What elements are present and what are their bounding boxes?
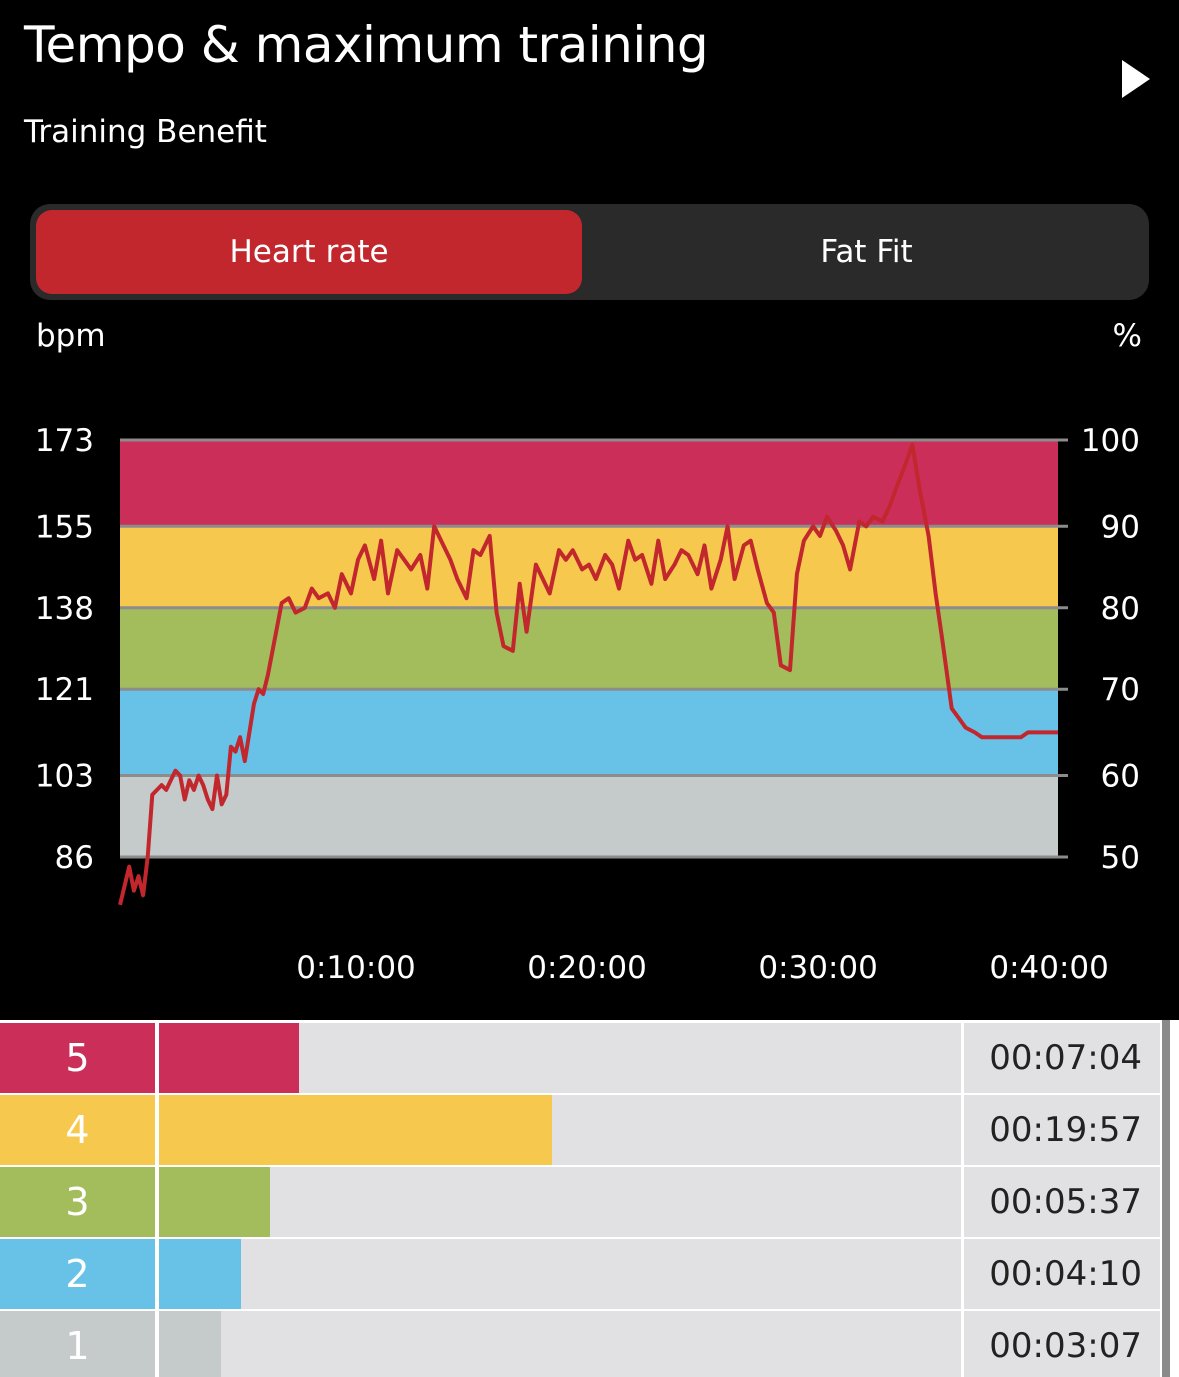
zone-number: 3: [0, 1167, 155, 1237]
zone-bar-track: [159, 1095, 961, 1165]
scrollbar[interactable]: [1162, 1020, 1170, 1377]
zone-number: 1: [0, 1311, 155, 1377]
zone-bar-track: [159, 1167, 961, 1237]
y-tick-right: 70: [1101, 672, 1140, 708]
zone-time-table: 5 00:07:04 4 00:19:57 3 00:05:37 2 00:04:10 1 00:…: [0, 1020, 1179, 1377]
tab-fat-fit[interactable]: Fat Fit: [820, 234, 913, 270]
chart-type-toggle: Heart rate Fat Fit: [30, 204, 1149, 300]
y-tick-right: 90: [1101, 509, 1140, 545]
x-tick-label: 0:20:00: [527, 950, 647, 986]
zone-band-3: [120, 607, 1058, 690]
y-tick-left: 103: [35, 759, 94, 795]
y-tick-left: 155: [35, 509, 94, 545]
y-tick-left: 138: [35, 591, 94, 627]
zone-bar-fill: [159, 1023, 299, 1093]
page-subtitle: Training Benefit: [24, 114, 267, 150]
y-tick-left: 121: [35, 672, 94, 708]
y-tick-right: 50: [1101, 840, 1140, 876]
x-tick-label: 0:30:00: [758, 950, 878, 986]
zone-duration: 00:07:04: [964, 1023, 1160, 1093]
zone-bar-fill: [159, 1239, 241, 1309]
y-tick-right: 100: [1081, 423, 1140, 459]
page-title: Tempo & maximum training: [24, 16, 709, 74]
zone-band-2: [120, 689, 1058, 776]
zone-duration: 00:04:10: [964, 1239, 1160, 1309]
zone-duration: 00:05:37: [964, 1167, 1160, 1237]
zone-bar-fill: [159, 1311, 221, 1377]
zone-duration: 00:03:07: [964, 1311, 1160, 1377]
play-icon[interactable]: [1116, 56, 1156, 102]
y-tick-right: 80: [1101, 591, 1140, 627]
zone-bar-fill: [159, 1095, 552, 1165]
zone-bar-track: [159, 1023, 961, 1093]
zone-bar-track: [159, 1311, 961, 1377]
y-tick-left: 173: [35, 423, 94, 459]
tab-heart-rate[interactable]: Heart rate: [36, 210, 582, 294]
zone-number: 5: [0, 1023, 155, 1093]
heart-rate-chart: 173 155 138 121 103 86 100 90 80 70 60 50 0:10:00 0…: [35, 318, 1142, 986]
zone-bar-fill: [159, 1167, 270, 1237]
x-tick-label: 0:40:00: [989, 950, 1109, 986]
zone-duration: 00:19:57: [964, 1095, 1160, 1165]
x-tick-label: 0:10:00: [296, 950, 416, 986]
zone-band-1: [120, 775, 1058, 857]
zone-row-5: 5 00:07:04: [0, 1023, 1160, 1093]
zone-row-3: 3 00:05:37: [0, 1167, 1160, 1237]
zone-number: 2: [0, 1239, 155, 1309]
zone-row-2: 2 00:04:10: [0, 1239, 1160, 1309]
zone-band-5: [120, 440, 1058, 527]
zone-row-4: 4 00:19:57: [0, 1095, 1160, 1165]
y-axis-right-label: %: [1113, 318, 1142, 354]
zone-number: 4: [0, 1095, 155, 1165]
heart-rate-line: [118, 442, 1058, 906]
y-axis-left-label: bpm: [36, 318, 106, 354]
y-tick-right: 60: [1101, 759, 1140, 795]
zone-row-1: 1 00:03:07: [0, 1311, 1160, 1377]
y-tick-left: 86: [55, 840, 94, 876]
zone-bar-track: [159, 1239, 961, 1309]
